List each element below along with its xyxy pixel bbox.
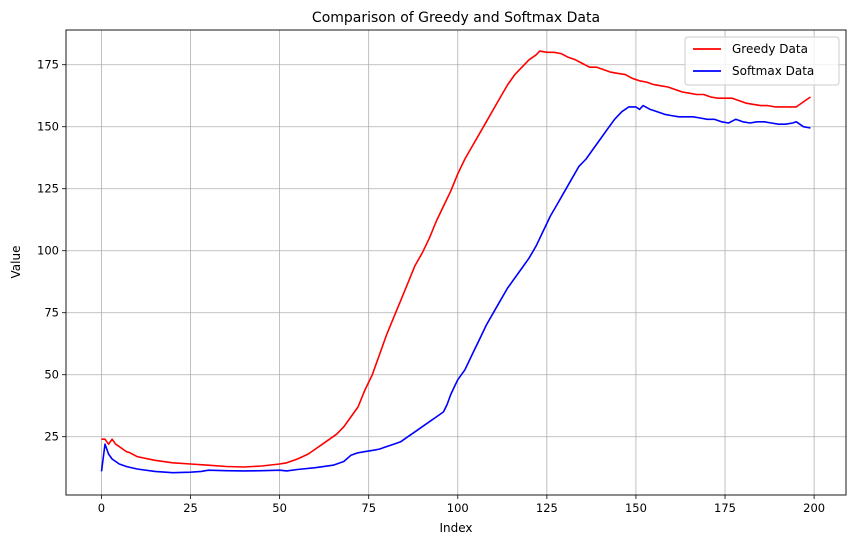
- x-tick-label: 25: [183, 501, 198, 515]
- legend: Greedy Data Softmax Data: [684, 36, 840, 86]
- x-tick-label: 175: [714, 501, 736, 515]
- greedy-data-line: [101, 50, 811, 468]
- legend-label-softmax: Softmax Data: [732, 64, 814, 78]
- plot-area-frame: [65, 29, 847, 496]
- x-tick-label: 125: [536, 501, 558, 515]
- y-axis-label: Value: [9, 246, 23, 279]
- x-tick-label: 150: [625, 501, 647, 515]
- y-tick-label: 75: [44, 306, 59, 320]
- y-tick-label: 100: [37, 244, 59, 258]
- chart-title: Comparison of Greedy and Softmax Data: [312, 10, 600, 26]
- y-tick-label: 25: [44, 430, 59, 444]
- y-tick-label: 125: [37, 182, 59, 196]
- axis-ticks: 0 25 50 75 100 125 150 175 200 25 50 75 100 125 150 175: [37, 58, 825, 515]
- x-axis-label: Index: [439, 521, 472, 535]
- y-tick-label: 150: [37, 120, 59, 134]
- series-lines: [100, 50, 811, 474]
- x-tick-label: 75: [361, 501, 376, 515]
- softmax-data-line: [100, 104, 811, 474]
- y-tick-label: 50: [44, 368, 59, 382]
- grid-lines: [66, 30, 846, 495]
- legend-label-greedy: Greedy Data: [732, 42, 808, 56]
- x-tick-label: 0: [98, 501, 105, 515]
- x-tick-label: 50: [272, 501, 287, 515]
- legend-box: [684, 36, 840, 86]
- x-tick-label: 100: [447, 501, 469, 515]
- x-tick-label: 200: [803, 501, 825, 515]
- y-tick-label: 175: [37, 58, 59, 72]
